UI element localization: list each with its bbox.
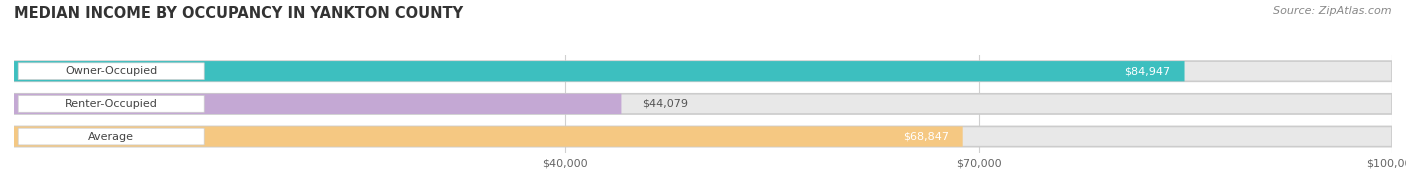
- FancyBboxPatch shape: [14, 94, 1392, 114]
- Text: Renter-Occupied: Renter-Occupied: [65, 99, 157, 109]
- Text: Average: Average: [89, 132, 134, 142]
- FancyBboxPatch shape: [14, 61, 1184, 81]
- Text: $84,947: $84,947: [1125, 66, 1171, 76]
- FancyBboxPatch shape: [18, 128, 204, 145]
- Text: $44,079: $44,079: [643, 99, 688, 109]
- Text: MEDIAN INCOME BY OCCUPANCY IN YANKTON COUNTY: MEDIAN INCOME BY OCCUPANCY IN YANKTON CO…: [14, 6, 463, 21]
- FancyBboxPatch shape: [14, 126, 963, 147]
- Text: $68,847: $68,847: [903, 132, 949, 142]
- Text: Source: ZipAtlas.com: Source: ZipAtlas.com: [1274, 6, 1392, 16]
- FancyBboxPatch shape: [14, 94, 621, 114]
- FancyBboxPatch shape: [18, 95, 204, 112]
- Text: Owner-Occupied: Owner-Occupied: [65, 66, 157, 76]
- FancyBboxPatch shape: [18, 63, 204, 80]
- FancyBboxPatch shape: [14, 126, 1392, 147]
- FancyBboxPatch shape: [14, 61, 1392, 81]
